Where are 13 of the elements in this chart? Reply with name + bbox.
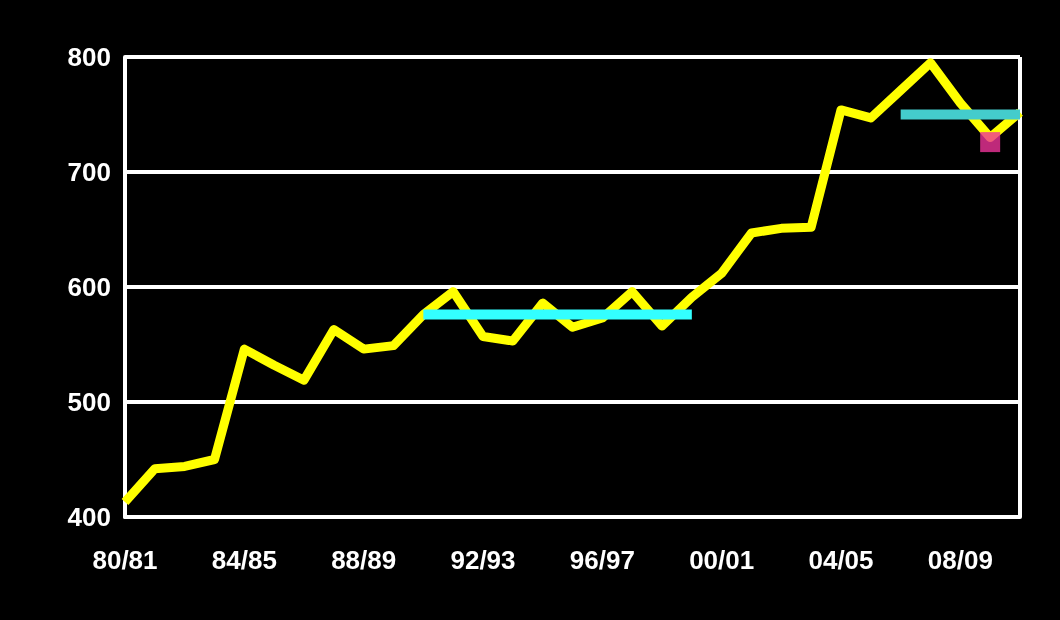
x-tick-label: 88/89 — [331, 545, 397, 575]
x-tick-label: 08/09 — [927, 545, 993, 575]
y-tick-label: 800 — [67, 42, 111, 72]
x-tick-label: 96/97 — [569, 545, 635, 575]
x-tick-label: 00/01 — [689, 545, 755, 575]
x-tick-label: 80/81 — [92, 545, 158, 575]
x-tick-label: 92/93 — [450, 545, 516, 575]
y-tick-label: 500 — [67, 387, 111, 417]
y-tick-label: 700 — [67, 157, 111, 187]
x-tick-label: 04/05 — [808, 545, 874, 575]
y-tick-label: 600 — [67, 272, 111, 302]
y-tick-label: 400 — [67, 502, 111, 532]
x-tick-label: 84/85 — [211, 545, 277, 575]
